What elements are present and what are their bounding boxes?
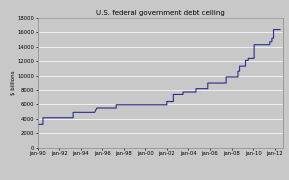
Title: U.S. federal government debt ceiling: U.S. federal government debt ceiling bbox=[96, 10, 225, 16]
Y-axis label: $ billions: $ billions bbox=[11, 71, 16, 95]
